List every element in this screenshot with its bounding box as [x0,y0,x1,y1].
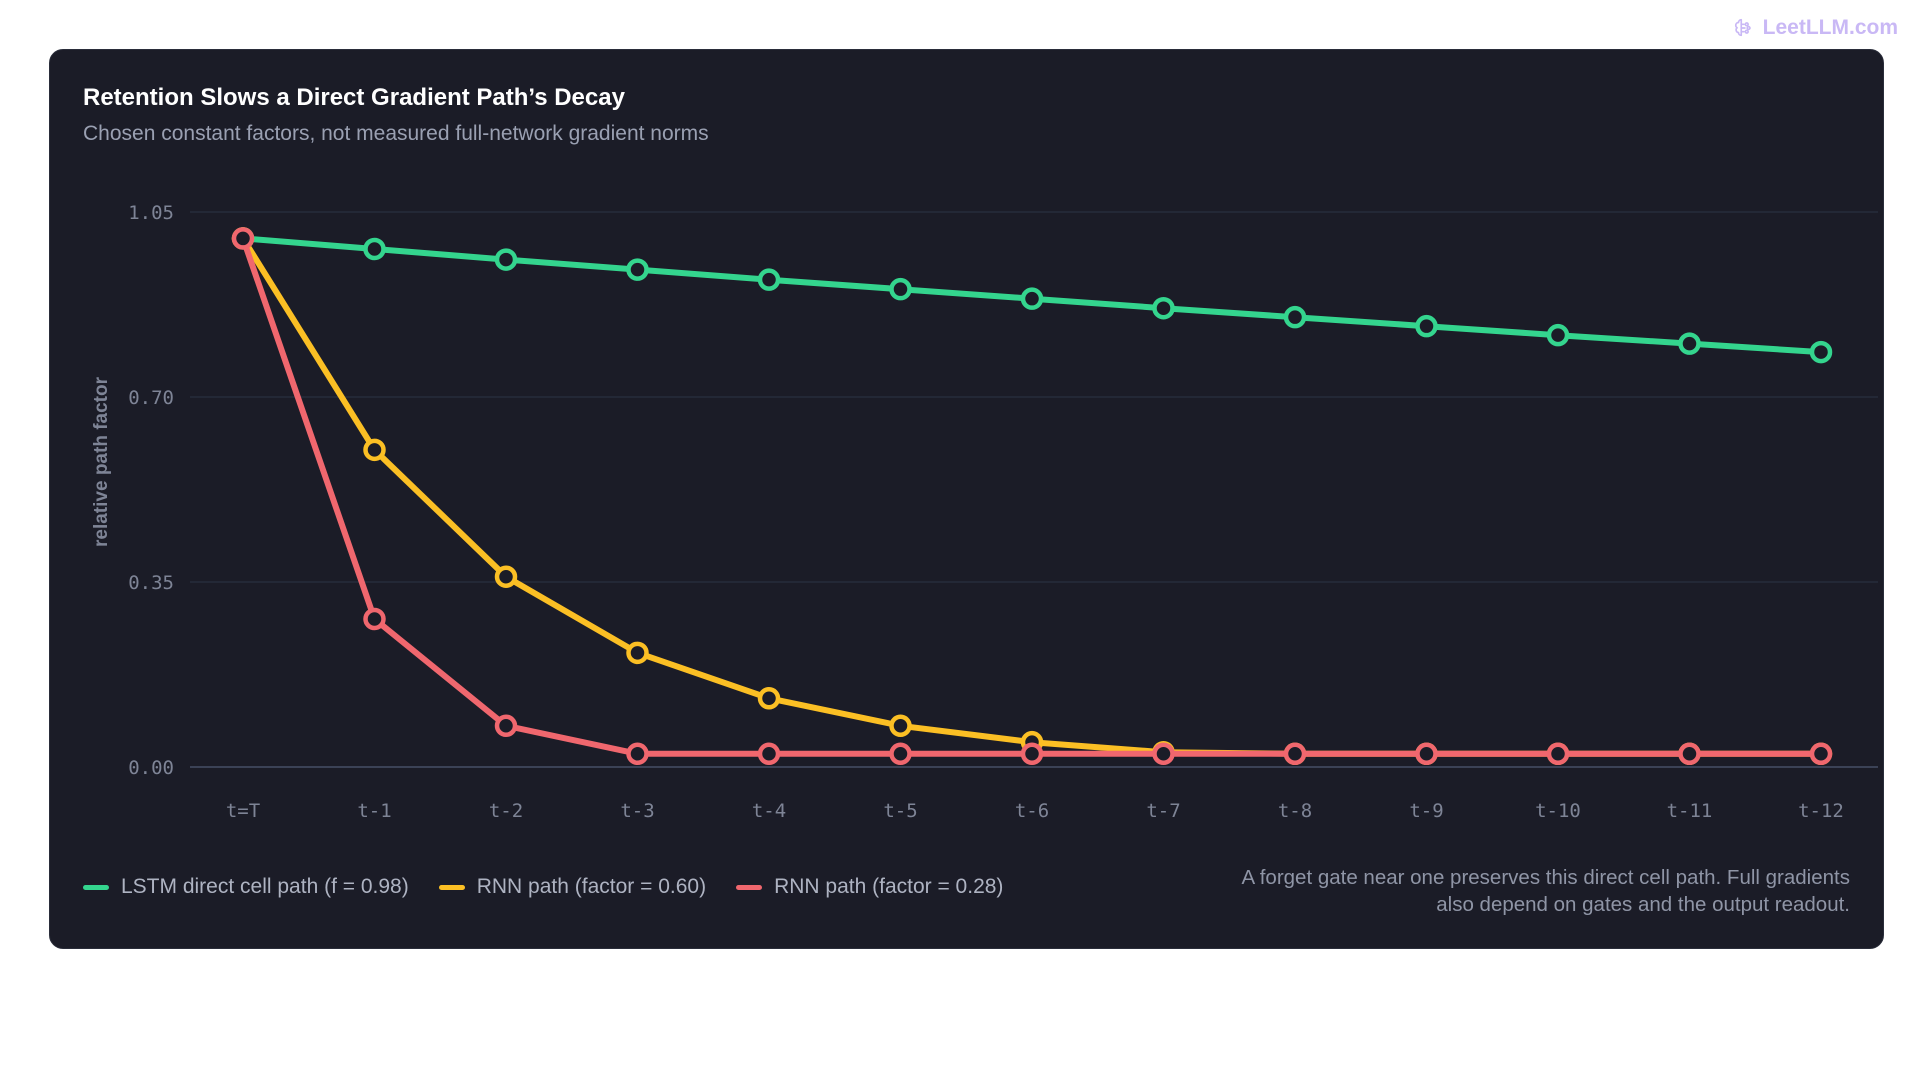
annotation-line-2: also depend on gates and the output read… [1436,893,1850,916]
data-point [1152,742,1175,766]
legend-label-rnn-028: RNN path (factor = 0.28) [774,875,1004,898]
data-point [757,742,781,766]
data-point [1283,305,1307,329]
series-0 [231,227,1833,364]
data-point [494,565,518,588]
x-tick-label: t-9 [1409,800,1443,822]
x-tick-label: t-6 [1015,800,1049,822]
legend-item-lstm: LSTM direct cell path (f = 0.98) [83,875,409,899]
legend-label-lstm: LSTM direct cell path (f = 0.98) [121,875,409,898]
data-point [757,687,781,710]
y-tick-labels: 1.05 0.70 0.35 0.00 [128,202,174,779]
data-point [626,742,649,766]
series-2 [231,227,1833,766]
data-point [1415,742,1438,766]
legend-swatch-lstm [83,884,109,890]
data-point [1809,742,1833,766]
line-chart: 1.05 0.70 0.35 0.00 t=T t-1 t-2 t-3 t-4 t-5 t-6 t-… [91,202,1878,822]
watermark[interactable]: LeetLLM.com [1733,16,1898,40]
x-tick-label: t-11 [1667,800,1713,822]
data-point [494,248,518,271]
watermark-text: LeetLLM.com [1762,16,1898,39]
data-point [363,237,386,261]
x-tick-label: t-12 [1798,800,1844,822]
data-point [363,607,386,631]
chart-legend: LSTM direct cell path (f = 0.98) RNN pat… [83,875,1003,899]
data-point [626,641,649,665]
y-tick-label: 0.70 [128,387,174,409]
data-point [626,258,649,281]
x-tick-label: t-1 [357,800,391,822]
series-line [240,235,1824,757]
annotation-line-1: A forget gate near one preserves this di… [1241,866,1850,889]
y-tick-label: 0.35 [128,572,174,594]
grid-layer [190,211,1878,768]
data-point [889,742,912,766]
data-point [363,438,386,462]
x-tick-label: t-3 [620,800,654,822]
data-point [889,277,912,301]
x-tick-labels: t=T t-1 t-2 t-3 t-4 t-5 t-6 t-7 t-8 t-9 t-10 t-11 t-… [226,800,1844,822]
x-tick-label: t-2 [489,800,523,822]
y-tick-label: 0.00 [128,757,174,779]
x-tick-label: t-8 [1278,800,1312,822]
series-line [240,235,1824,757]
data-point [231,227,255,250]
data-point [1546,742,1570,766]
brain-icon [1733,17,1755,39]
chart-card: Retention Slows a Direct Gradient Path’s… [49,49,1884,949]
x-tick-label: t-5 [883,800,917,822]
data-point [1678,742,1701,766]
legend-swatch-rnn-028 [736,884,763,890]
data-point [889,714,912,738]
data-point [1678,332,1701,355]
data-point [1546,323,1570,347]
legend-item-rnn-060: RNN path (factor = 0.60) [438,875,707,899]
x-tick-label: t=T [226,800,260,822]
data-point [1415,314,1438,338]
y-axis-label: relative path factor [91,376,112,547]
chart-annotation: A forget gate near one preserves this di… [1090,864,1850,918]
legend-item-rnn-028: RNN path (factor = 0.28) [736,875,1003,899]
x-tick-label: t-10 [1535,800,1581,822]
series-layer [231,227,1833,766]
x-tick-label: t-4 [752,800,786,822]
data-point [1809,340,1833,364]
data-point [757,268,781,291]
data-point [1152,296,1175,320]
legend-swatch-rnn-060 [438,884,465,890]
data-point [1283,742,1307,766]
legend-label-rnn-060: RNN path (factor = 0.60) [476,875,707,898]
data-point [1020,742,1044,766]
x-tick-label: t-7 [1146,800,1180,822]
chart-subtitle: Chosen constant factors, not measured fu… [83,122,709,145]
y-tick-label: 1.05 [128,202,174,224]
chart-title: Retention Slows a Direct Gradient Path’s… [83,84,625,111]
data-point [1020,287,1044,310]
data-point [494,714,518,738]
